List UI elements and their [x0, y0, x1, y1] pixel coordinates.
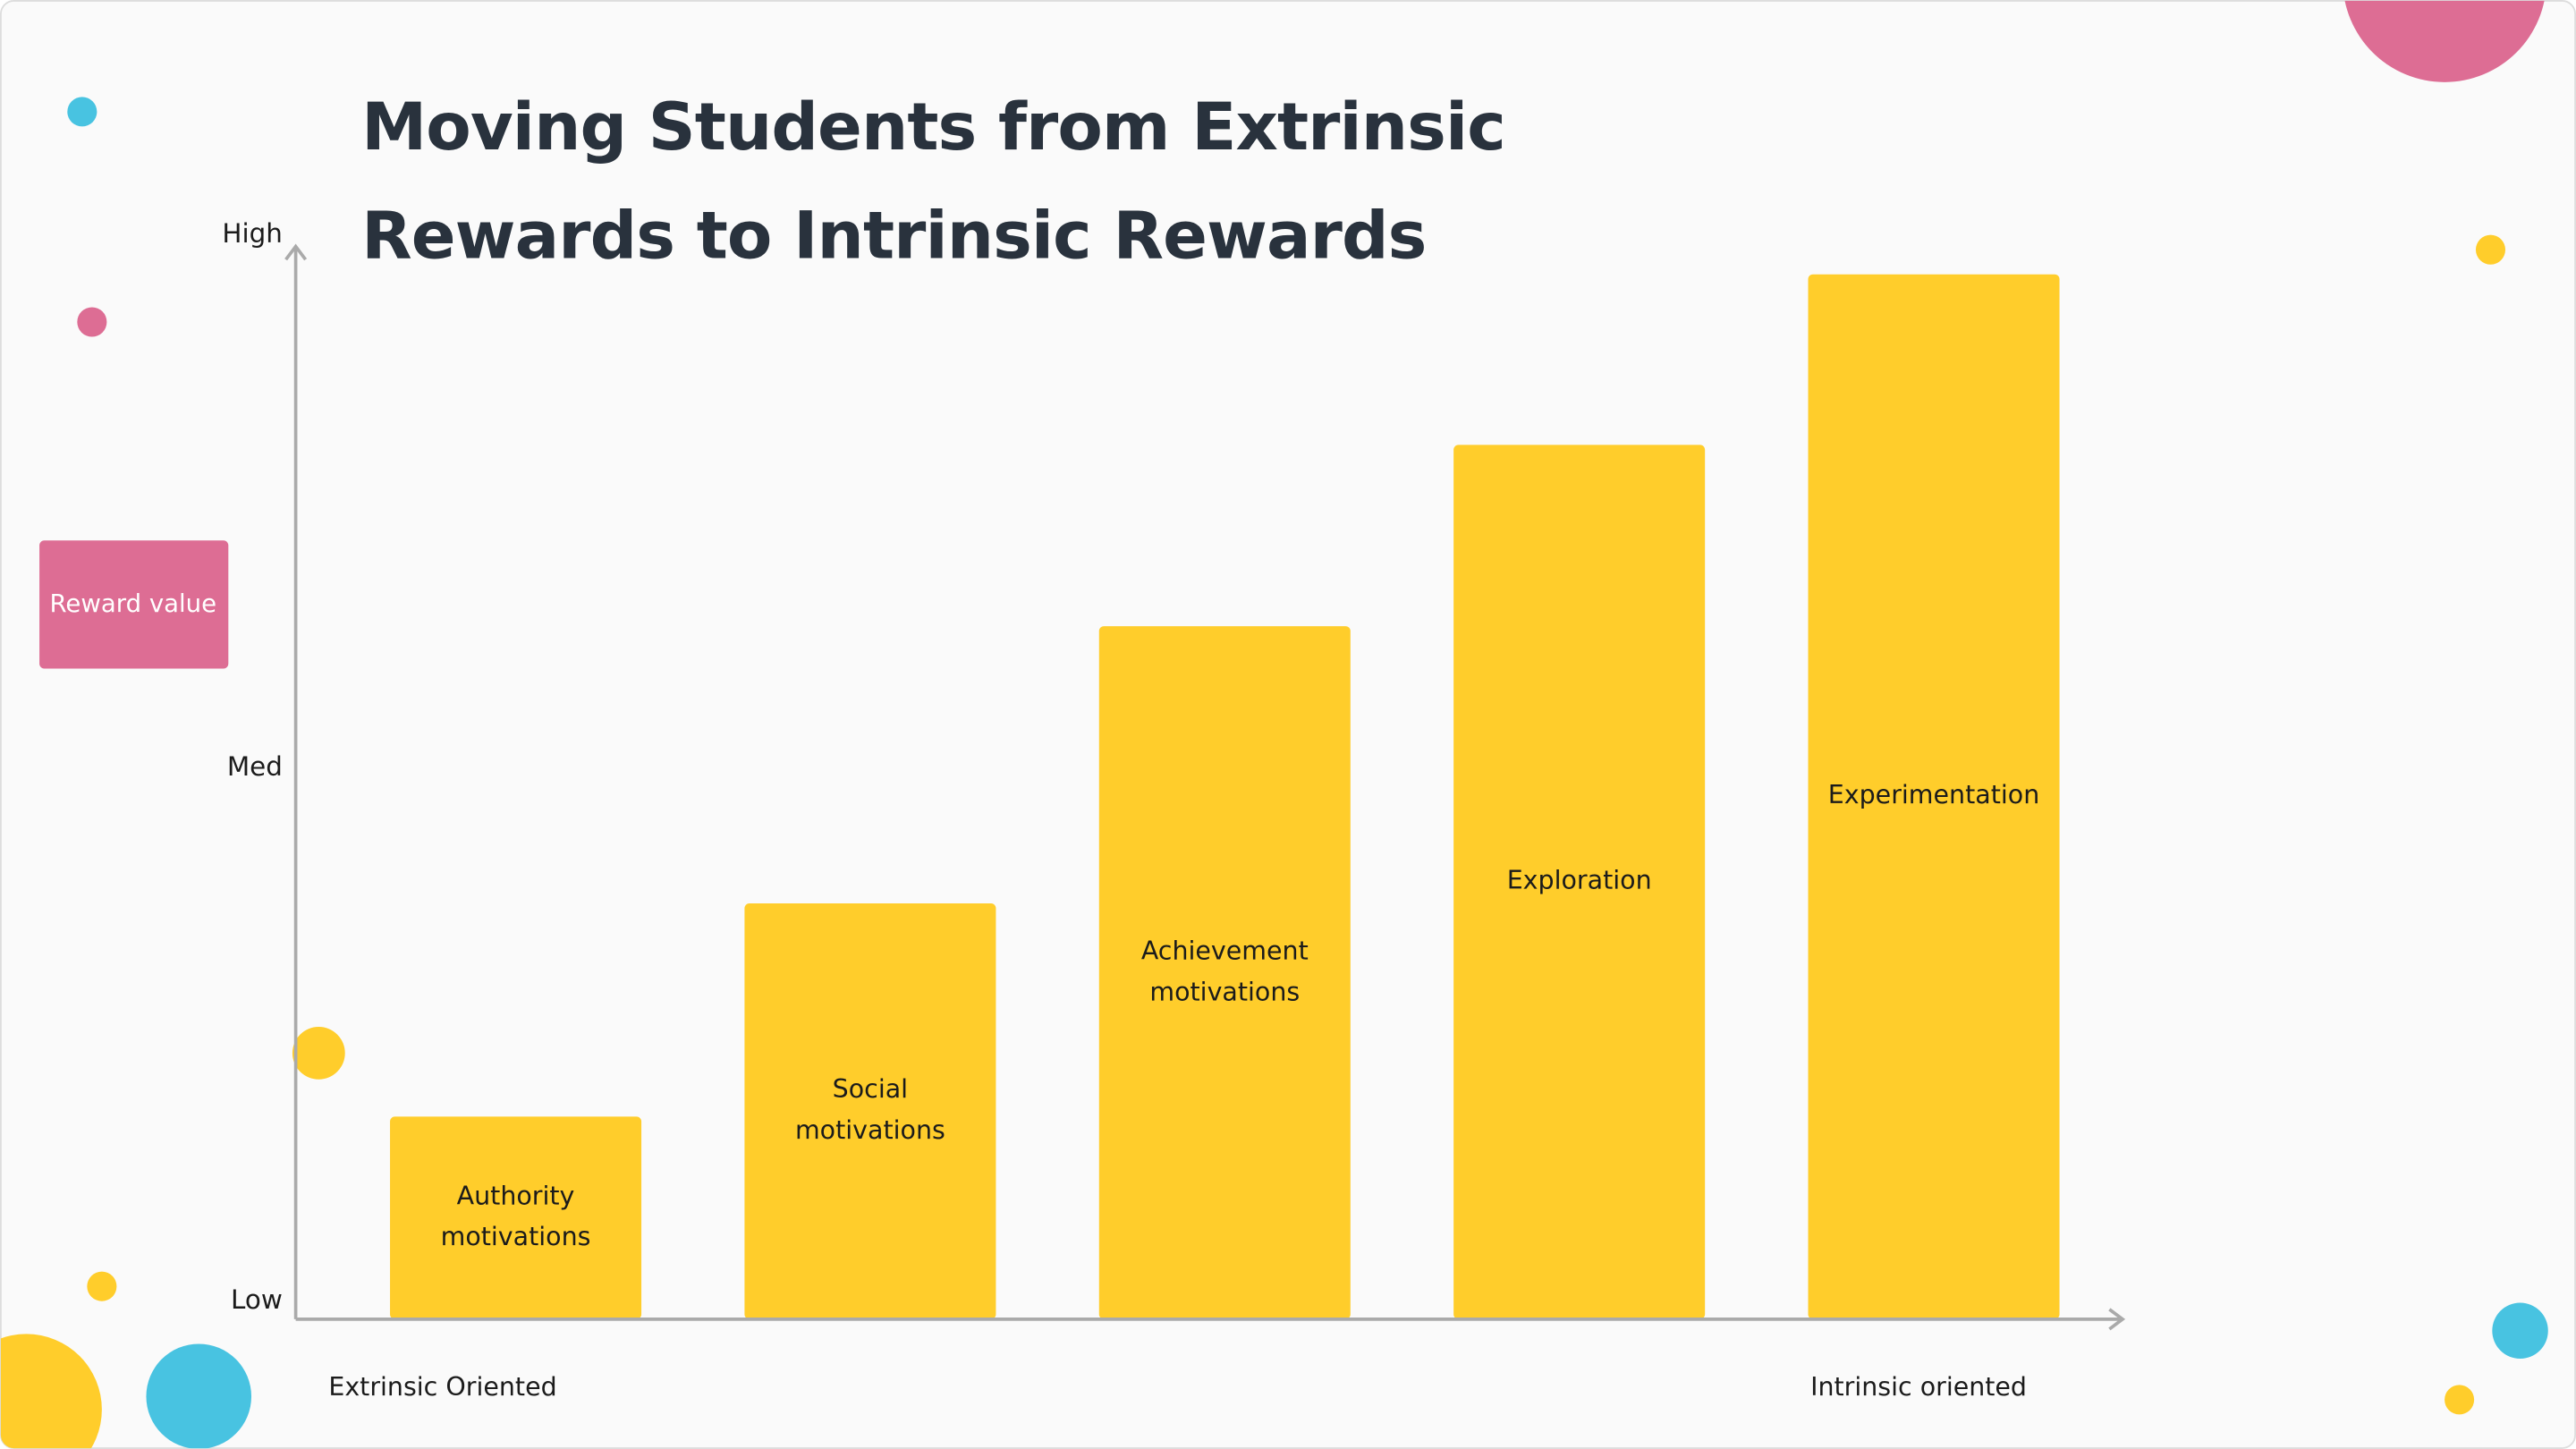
- bar-label-box: Social motivations: [794, 1074, 945, 1146]
- decor-circle: [2492, 1302, 2548, 1359]
- x-axis: [295, 1308, 2126, 1331]
- decor-circle: [2343, 0, 2546, 82]
- bar: [1453, 445, 1706, 1319]
- category-label: Authority motivations: [440, 1182, 591, 1253]
- y-axis: [284, 243, 308, 1319]
- category-label: Experimentation: [1827, 781, 2040, 811]
- bar: [390, 1116, 642, 1319]
- decor-circle: [2445, 1385, 2475, 1415]
- y-tick-label: High: [222, 218, 283, 249]
- category-label: Exploration: [1506, 866, 1652, 896]
- y-tick-label: Med: [227, 751, 283, 782]
- category-label: Achievement motivations: [1140, 936, 1309, 1008]
- plot: Low Med High Authority motivations Social mo…: [222, 218, 2060, 1319]
- category-label: Social motivations: [794, 1074, 945, 1146]
- bar-label-box: Exploration: [1506, 866, 1652, 896]
- y-tick-label: Low: [231, 1284, 283, 1315]
- decor-circle: [2475, 234, 2506, 265]
- decor-circle: [67, 97, 97, 127]
- bar-label-box: Authority motivations: [440, 1182, 591, 1253]
- bar: [1098, 626, 1351, 1319]
- y-label-box: [39, 540, 229, 669]
- bar: [744, 903, 996, 1319]
- decor-circle: [0, 1334, 102, 1449]
- bar-label-box: Experimentation: [1827, 781, 2040, 811]
- x-axis-label-right: Intrinsic oriented: [1810, 1372, 2027, 1402]
- bar-label-box: Achievement motivations: [1140, 936, 1309, 1008]
- decor-circle: [87, 1271, 117, 1301]
- y-axis-label: Reward value: [49, 589, 216, 618]
- chart-title: Moving Students from Extrinsic Rewards t…: [361, 90, 1506, 275]
- decor-circle: [146, 1343, 252, 1449]
- x-axis-label-left: Extrinsic Oriented: [328, 1372, 556, 1402]
- decor-circle: [77, 307, 107, 337]
- bar: [1808, 274, 2060, 1319]
- decor-circle: [292, 1026, 345, 1080]
- title-box: Moving Students from Extrinsic Rewards t…: [361, 90, 1506, 275]
